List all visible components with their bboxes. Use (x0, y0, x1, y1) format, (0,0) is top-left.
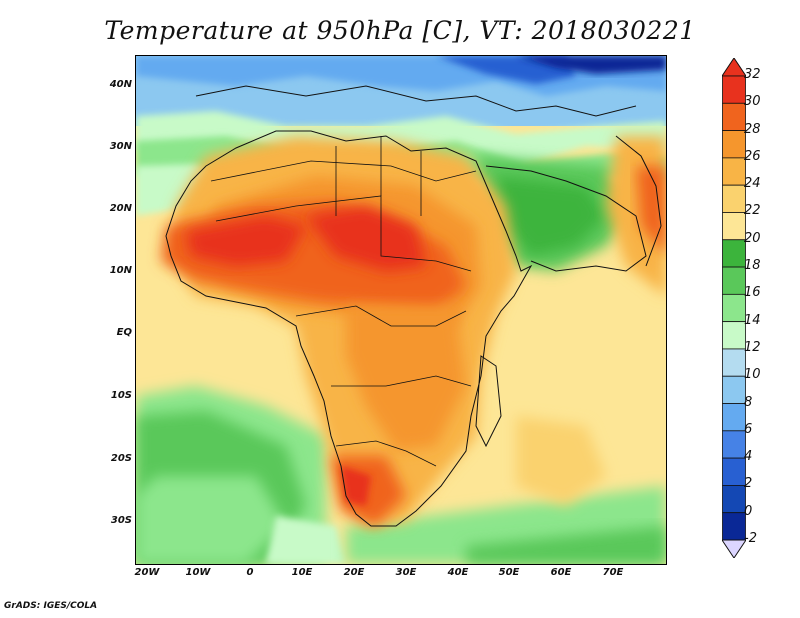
colorbar-segment (722, 457, 746, 486)
lon-label: 20W (134, 567, 160, 578)
colorbar-segment (722, 348, 746, 377)
colorbar-segment (722, 157, 746, 186)
continent-field (161, 136, 516, 526)
colorbar (722, 58, 746, 558)
lon-label: 20E (343, 567, 365, 578)
lat-label: 10S (110, 390, 132, 401)
coastlines (165, 85, 662, 527)
cold-south (136, 386, 666, 564)
colorbar-tick-label: 4 (744, 449, 753, 465)
africa-outline (165, 130, 533, 527)
chart-title: Temperature at 950hPa [C], VT: 201803022… (104, 16, 696, 45)
colorbar-segment (722, 293, 746, 323)
colorbar-tick-label: 12 (744, 339, 761, 355)
colorbar-tick-label: 26 (744, 148, 761, 164)
colorbar-tick-label: 28 (744, 121, 761, 137)
colorbar-tick-label: 10 (744, 367, 761, 383)
lat-label: 20S (110, 453, 132, 464)
colorbar-segment (722, 239, 746, 268)
colorbar-segment (722, 512, 746, 541)
colorbar-tick-label: 6 (744, 421, 753, 437)
colorbar-segment (722, 184, 746, 213)
temperature-map (135, 55, 667, 565)
colorbar-segment (722, 321, 746, 350)
colorbar-tick-label: 18 (744, 258, 761, 274)
border-meridians (335, 136, 422, 216)
colorbar-tick-label: 24 (744, 176, 761, 192)
lon-label: 0 (246, 567, 254, 578)
europe-outline (195, 85, 637, 117)
colorbar-tick-label: -2 (744, 531, 757, 546)
lon-label: 60E (550, 567, 572, 578)
lon-label: 30E (395, 567, 417, 578)
madagascar-outline (475, 355, 502, 448)
lon-label: 50E (498, 567, 520, 578)
border-south (335, 440, 437, 467)
lon-label: 70E (602, 567, 624, 578)
colorbar-segment (722, 375, 746, 404)
colorbar-segment (722, 130, 746, 159)
colorbar-segment (722, 212, 746, 241)
credit-text: GrADS: IGES/COLA (4, 601, 98, 611)
lat-label: 20N (109, 203, 132, 214)
lon-label: 10E (291, 567, 313, 578)
border-sahel (215, 195, 472, 272)
colorbar-tick-label: 2 (744, 476, 753, 492)
lat-label: 40N (109, 79, 132, 90)
lat-label: EQ (116, 327, 132, 338)
colorbar-tick-label: 14 (744, 312, 761, 328)
lon-label: 40E (447, 567, 469, 578)
colorbar-tick-label: 8 (744, 394, 753, 410)
colorbar-segment (722, 266, 746, 295)
colorbar-segment (722, 485, 746, 514)
lat-label: 30N (109, 141, 132, 152)
border-north (210, 160, 477, 182)
india-outline (615, 135, 662, 267)
lon-label: 10W (185, 567, 211, 578)
colorbar-top-arrow (722, 58, 746, 77)
colorbar-tick-label: 16 (744, 285, 761, 301)
colorbar-segment (722, 102, 746, 131)
lat-label: 10N (109, 265, 132, 276)
border-south-central (331, 375, 472, 387)
colorbar-tick-label: 30 (744, 94, 761, 110)
lat-label: 30S (110, 515, 132, 526)
arabia-green (476, 136, 666, 296)
colorbar-bottom-arrow (722, 539, 746, 558)
colorbar-segment (722, 403, 746, 432)
map-svg (136, 56, 666, 564)
colorbar-tick-label: 22 (744, 203, 761, 219)
arabia-outline (485, 165, 647, 272)
colorbar-segment (722, 430, 746, 459)
border-central (295, 305, 467, 327)
colorbar-tick-label: 20 (744, 230, 761, 246)
colorbar-tick-label: 0 (744, 503, 753, 519)
colorbar-tick-label: 32 (744, 67, 761, 82)
colorbar-segment (722, 75, 746, 104)
